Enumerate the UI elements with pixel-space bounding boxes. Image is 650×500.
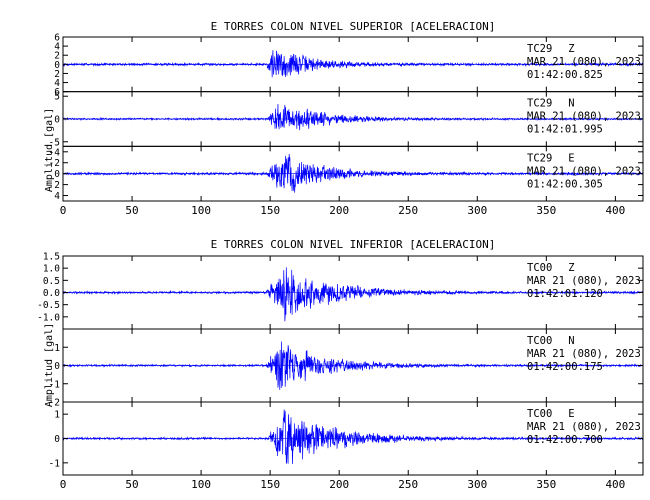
station-label: TC29 E <box>527 152 575 164</box>
x-tick-label: 250 <box>398 204 418 217</box>
x-tick-label: 300 <box>467 204 487 217</box>
station-code: TC00 <box>527 408 552 420</box>
x-tick-label: 350 <box>536 478 556 491</box>
y-tick-label: 1.5 <box>43 252 60 263</box>
event-date: MAR 21 (080), 2023 <box>527 421 641 433</box>
component-code: N <box>568 335 574 347</box>
y-tick-label: 6 <box>54 87 60 98</box>
y-tick-label: -2 <box>49 158 60 169</box>
y-tick-label: 4 <box>54 78 60 89</box>
x-tick-label: 350 <box>536 204 556 217</box>
x-tick-label: 100 <box>191 204 211 217</box>
y-tick-label: -5 <box>49 137 60 148</box>
station-code: TC29 <box>527 43 552 55</box>
event-time: 01:42:00.700 <box>527 434 603 446</box>
station-label: TC29 N <box>527 98 575 110</box>
x-tick-label: 150 <box>260 478 280 491</box>
event-date: MAR 21 (080), 2023 <box>527 348 641 360</box>
y-tick-label: -1 <box>49 379 61 390</box>
component-code: Z <box>568 262 574 274</box>
event-time: 01:42:00.825 <box>527 69 603 81</box>
station-label: TC00 N <box>527 335 575 347</box>
y-tick-label: 1.0 <box>43 264 60 275</box>
y-tick-label: 0 <box>54 361 60 372</box>
y-tick-label: 1 <box>54 343 60 354</box>
event-date: MAR 21 (080), 2023 <box>527 111 641 123</box>
y-tick-label: 4 <box>54 42 60 53</box>
x-tick-label: 100 <box>191 478 211 491</box>
y-tick-label: 0.5 <box>43 276 60 287</box>
component-code: E <box>568 408 574 420</box>
y-tick-label: 0 <box>54 169 60 180</box>
station-label: TC00 Z <box>527 262 575 274</box>
x-tick-label: 150 <box>260 204 280 217</box>
x-tick-label: 250 <box>398 478 418 491</box>
y-tick-label: 4 <box>54 191 60 202</box>
station-code: TC29 <box>527 152 552 164</box>
event-date: MAR 21 (080), 2023 <box>527 165 641 177</box>
event-time: 01:42:00.305 <box>527 178 603 190</box>
y-tick-label: -1.0 <box>37 312 60 323</box>
event-time: 01:42:01.995 <box>527 124 603 136</box>
y-tick-label: 5 <box>54 92 60 103</box>
y-tick-label: 0 <box>54 60 60 71</box>
chart-superior: E TORRES COLON NIVEL SUPERIOR [ACELERACI… <box>44 20 644 217</box>
y-tick-label: 2 <box>54 69 60 80</box>
y-axis-label: Amplitud [gal] <box>44 323 55 407</box>
component-code: E <box>568 152 574 164</box>
y-tick-label: -1 <box>49 458 61 469</box>
event-time: 01:42:01.120 <box>527 288 603 300</box>
x-tick-label: 400 <box>605 204 625 217</box>
y-tick-label: -4 <box>49 147 61 158</box>
y-tick-label: 2 <box>54 51 60 62</box>
x-tick-label: 0 <box>60 478 67 491</box>
y-tick-label: 1 <box>54 410 60 421</box>
x-tick-label: 0 <box>60 204 67 217</box>
waveform-trace <box>62 153 644 193</box>
x-tick-label: 300 <box>467 478 487 491</box>
y-tick-label: 6 <box>54 33 60 44</box>
y-tick-label: 2 <box>54 180 60 191</box>
y-tick-label: -2 <box>49 398 60 409</box>
y-tick-label: 0 <box>54 434 60 445</box>
component-code: N <box>568 98 574 110</box>
x-tick-label: 400 <box>605 478 625 491</box>
chart-inferior: E TORRES COLON NIVEL INFERIOR [ACELERACI… <box>37 238 644 491</box>
x-tick-label: 50 <box>125 478 138 491</box>
x-tick-label: 200 <box>329 204 349 217</box>
station-code: TC29 <box>527 98 552 110</box>
y-axis-label: Amplitud [gal] <box>44 108 55 192</box>
event-time: 01:42:00.175 <box>527 361 603 373</box>
event-date: MAR 21 (080), 2023 <box>527 275 641 287</box>
station-label: TC29 Z <box>527 43 575 55</box>
chart-title: E TORRES COLON NIVEL INFERIOR [ACELERACI… <box>211 238 496 251</box>
y-tick-label: 0 <box>54 115 60 126</box>
x-tick-label: 200 <box>329 478 349 491</box>
y-tick-label: 0.0 <box>43 288 60 299</box>
station-label: TC00 E <box>527 408 575 420</box>
station-code: TC00 <box>527 262 552 274</box>
chart-title: E TORRES COLON NIVEL SUPERIOR [ACELERACI… <box>211 20 496 33</box>
component-code: Z <box>568 43 574 55</box>
x-tick-label: 50 <box>125 204 138 217</box>
station-code: TC00 <box>527 335 552 347</box>
y-tick-label: -0.5 <box>37 300 60 311</box>
event-date: MAR 21 (080), 2023 <box>527 56 641 68</box>
